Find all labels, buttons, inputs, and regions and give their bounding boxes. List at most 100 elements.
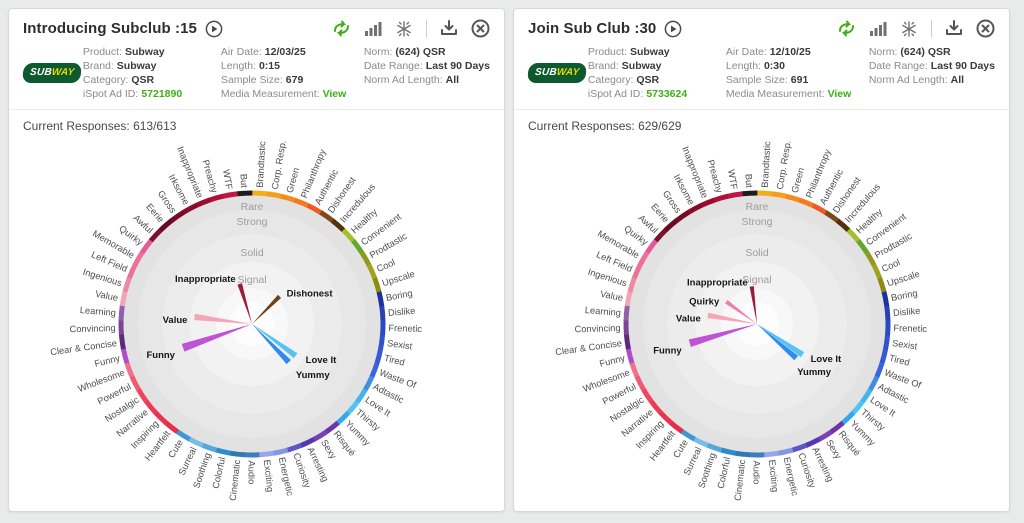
meta-label: Norm Ad Length: [868,74,948,86]
wheel-attribute-label: Audio [247,461,257,485]
meta-label: Length: [220,60,256,72]
wheel-attribute-label: Dislike [388,306,416,318]
wheel-attribute-label: Colorful [211,456,228,489]
play-button[interactable] [664,20,682,38]
signal-spoke[interactable] [194,313,252,324]
wheel-attribute-label: Dislike [893,306,921,318]
wheel-attribute-label: Audio [752,461,762,485]
wheel-attribute-label: Green [285,166,302,194]
wheel-attribute-label: Upscale [381,269,416,289]
logo-text-way: WAY [556,67,580,78]
meta-value: QSR [636,74,660,86]
meta-label: Brand: [82,60,114,72]
responses-value: 629/629 [638,119,682,133]
norms-icon[interactable] [900,20,918,38]
meta-value: Last 90 Days [425,60,490,72]
wheel-attribute-label: Clear & Concise [555,338,623,357]
responses-value: 613/613 [133,119,177,133]
responses-label: Current Responses: [528,119,635,133]
meta-label: Media Measurement: [220,88,320,100]
meta-label: Product: [82,46,122,58]
media-measurement-link[interactable]: View [827,88,852,100]
wheel-attribute-label: Value [94,289,119,303]
bar-chart-icon[interactable] [869,21,887,37]
meta-value: (624) QSR [395,46,446,58]
wheel-attribute-label: WTF [726,169,739,191]
ring-label: Strong [237,216,268,228]
ring-label: Solid [240,247,264,259]
wheel-attribute-label: Energetic [277,456,295,497]
meta-label: Date Range: [868,60,928,72]
wheel-attribute-label: Clear & Concise [50,338,118,357]
signal-spoke[interactable] [181,324,252,352]
bar-chart-icon[interactable] [364,21,382,37]
norms-icon[interactable] [395,20,413,38]
panel-header: Introducing Subclub :15 [9,9,504,38]
meta-column-norm: Norm: (624) QSR Date Range: Last 90 Days N… [869,45,995,101]
signal-spoke-label: Value [163,315,188,326]
signal-spoke[interactable] [725,299,757,324]
download-icon[interactable] [440,20,458,37]
meta-value: 0:15 [258,60,280,72]
meta-value: (624) QSR [900,46,951,58]
close-icon[interactable] [976,19,995,38]
wheel-attribute-label: But [743,173,754,188]
wheel-attribute-label: Learning [584,305,621,318]
signal-spoke-label: Love It [306,355,337,366]
signal-spoke[interactable] [757,324,799,361]
meta-label: iSpot Ad ID: [82,88,139,100]
wheel-attribute-label: Cinematic [228,459,243,502]
wheel-attribute-label: Colorful [716,456,733,489]
ad-id-link[interactable]: 5721890 [141,88,183,100]
wheel-attribute-label: Sexist [386,338,413,351]
logo-text-sub: SUB [534,67,558,78]
ring-label: Rare [746,201,769,213]
wheel-attribute-label: Convincing [574,323,620,334]
subway-logo: SUBWAY [526,63,588,83]
wheel-attribute-label: Sexy [319,438,339,461]
signal-spoke[interactable] [252,324,291,365]
ring-label: Strong [742,216,773,228]
signal-spoke-label: Funny [146,350,175,361]
compare-icon[interactable] [332,20,351,37]
brand-logo-cell: SUBWAY [526,45,588,101]
signal-spoke[interactable] [252,294,282,324]
meta-label: Category: [587,74,634,86]
wheel-attribute-label: Frenetic [388,323,422,334]
play-button[interactable] [205,20,223,38]
signal-spoke[interactable] [757,324,805,358]
compare-icon[interactable] [837,20,856,37]
page-title: Join Sub Club :30 [528,20,657,37]
current-responses: Current Responses: 629/629 [514,109,1009,133]
wheel-attribute-label: Exciting [262,459,276,492]
meta-label: Air Date: [725,46,767,58]
meta-value: 679 [285,74,304,86]
wheel-attribute-label: Boring [385,288,413,303]
responses-label: Current Responses: [23,119,130,133]
signal-spoke[interactable] [749,286,757,324]
meta-label: Norm Ad Length: [363,74,443,86]
signal-spoke[interactable] [707,312,757,324]
close-icon[interactable] [471,19,490,38]
wheel-attribute-label: Funny [598,353,626,369]
meta-value: Subway [629,46,670,58]
signal-spoke[interactable] [688,324,757,348]
panel-header: Join Sub Club :30 [514,9,1009,38]
meta-label: Brand: [587,60,619,72]
ad-id-link[interactable]: 5733624 [646,88,688,100]
brand-logo-cell: SUBWAY [21,45,83,101]
signal-spoke[interactable] [252,324,298,359]
ring-label: Solid [745,247,769,259]
media-measurement-link[interactable]: View [322,88,347,100]
signal-spoke[interactable] [237,283,252,324]
ad-panel-right: Join Sub Club :30 [513,8,1010,512]
meta-label: Sample Size: [220,74,283,86]
wheel-attribute-label: Green [790,166,807,194]
download-icon[interactable] [945,20,963,37]
panel-toolbar [332,19,490,38]
meta-label: Air Date: [220,46,262,58]
wheel-attribute-label: Cinematic [733,459,748,502]
meta-value: Last 90 Days [930,60,995,72]
wheel-attribute-label: WTF [221,169,234,191]
